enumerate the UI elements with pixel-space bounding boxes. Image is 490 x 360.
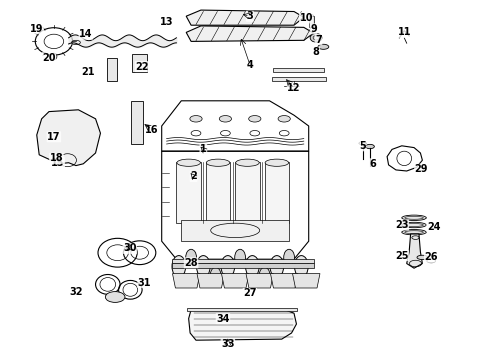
Text: 5: 5 (359, 141, 366, 151)
Ellipse shape (265, 159, 289, 166)
Text: 17: 17 (47, 132, 61, 142)
Ellipse shape (366, 144, 374, 149)
Bar (265, 162, 289, 223)
Ellipse shape (51, 53, 57, 60)
Polygon shape (189, 310, 296, 340)
Ellipse shape (196, 256, 210, 277)
Polygon shape (186, 10, 304, 25)
Bar (181, 220, 289, 241)
Bar (272, 77, 326, 81)
Text: 9: 9 (310, 24, 317, 34)
Ellipse shape (210, 267, 221, 284)
Polygon shape (186, 26, 314, 41)
Polygon shape (407, 234, 422, 268)
Text: 21: 21 (81, 67, 95, 77)
Ellipse shape (402, 215, 426, 220)
Ellipse shape (245, 256, 259, 277)
Ellipse shape (284, 249, 294, 266)
Ellipse shape (177, 159, 200, 166)
Text: 18: 18 (49, 153, 63, 163)
Ellipse shape (220, 116, 232, 122)
Text: 26: 26 (424, 252, 438, 262)
Circle shape (310, 33, 322, 42)
Ellipse shape (186, 249, 196, 266)
Ellipse shape (270, 256, 284, 277)
Ellipse shape (402, 222, 426, 228)
Ellipse shape (105, 292, 125, 302)
Bar (131, 101, 143, 144)
Polygon shape (270, 274, 298, 288)
Ellipse shape (221, 256, 235, 277)
Bar (206, 162, 230, 223)
Ellipse shape (190, 116, 202, 122)
Text: 24: 24 (427, 222, 441, 232)
Text: 29: 29 (415, 164, 428, 174)
Ellipse shape (249, 116, 261, 122)
Polygon shape (293, 274, 320, 288)
Text: 19: 19 (30, 24, 44, 34)
Text: 23: 23 (395, 220, 409, 230)
Bar (187, 308, 297, 311)
Text: 10: 10 (299, 13, 313, 23)
Polygon shape (197, 274, 224, 288)
Text: 6: 6 (369, 159, 376, 169)
Bar (235, 162, 260, 223)
Text: 14: 14 (79, 29, 93, 39)
Bar (176, 162, 201, 223)
Text: 31: 31 (138, 278, 151, 288)
Text: 16: 16 (145, 125, 159, 135)
Polygon shape (246, 274, 273, 288)
Ellipse shape (359, 141, 366, 145)
Bar (107, 58, 117, 81)
Bar (309, 16, 314, 27)
Polygon shape (37, 110, 100, 166)
Text: 27: 27 (243, 288, 257, 298)
Ellipse shape (294, 256, 308, 277)
Text: 4: 4 (246, 60, 253, 70)
Ellipse shape (206, 159, 230, 166)
Ellipse shape (417, 255, 428, 260)
Text: 11: 11 (397, 27, 411, 37)
Ellipse shape (236, 159, 259, 166)
Text: 20: 20 (42, 53, 56, 63)
Text: 34: 34 (216, 314, 230, 324)
Text: 30: 30 (123, 243, 137, 253)
Bar (273, 68, 324, 72)
Text: 3: 3 (246, 11, 253, 21)
Text: 15: 15 (51, 158, 65, 168)
Text: 32: 32 (69, 287, 83, 297)
Text: 22: 22 (135, 62, 149, 72)
Text: 1: 1 (200, 144, 207, 154)
Bar (172, 263, 314, 268)
Ellipse shape (318, 44, 329, 49)
Bar (172, 259, 314, 263)
Text: 33: 33 (221, 339, 235, 349)
Ellipse shape (172, 256, 186, 277)
Text: 28: 28 (184, 258, 198, 268)
Text: 25: 25 (395, 251, 409, 261)
Ellipse shape (235, 249, 245, 266)
Ellipse shape (402, 230, 426, 235)
Text: 8: 8 (313, 47, 319, 57)
Text: 7: 7 (315, 35, 322, 45)
Bar (132, 54, 147, 72)
Polygon shape (172, 274, 200, 288)
Text: 2: 2 (190, 171, 197, 181)
Polygon shape (221, 274, 249, 288)
Ellipse shape (278, 116, 290, 122)
Text: 12: 12 (287, 83, 301, 93)
Ellipse shape (259, 267, 270, 284)
Text: 13: 13 (160, 17, 173, 27)
